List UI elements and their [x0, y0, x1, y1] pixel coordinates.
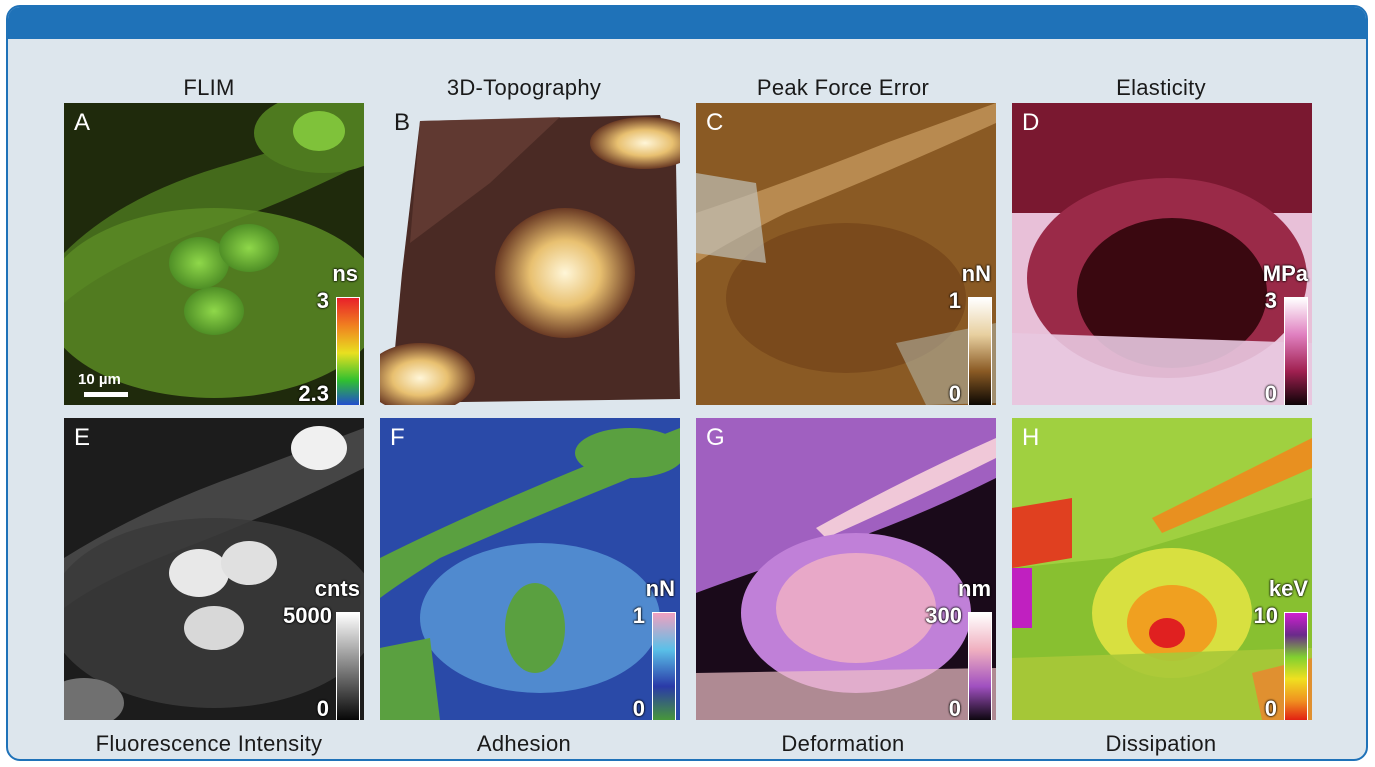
title-deformation: Deformation — [781, 731, 905, 756]
colorbar-unit-a: ns — [332, 261, 358, 286]
colorbar-min-e: 0 — [316, 696, 329, 720]
title-peak-force-error: Peak Force Error — [756, 75, 930, 100]
panel-e-fluorescence: E cnts 5000 0 — [64, 418, 364, 720]
panel-letter-d: D — [1022, 109, 1040, 136]
panel-h-dissipation: H keV 10 0 — [1012, 418, 1312, 720]
panel-letter-f: F — [390, 424, 405, 451]
colorbar-a — [336, 297, 360, 405]
title-3d-topography: 3D-Topography — [446, 75, 602, 100]
colorbar-f — [652, 612, 676, 720]
scale-bar — [84, 392, 128, 397]
colorbar-unit-g: nm — [958, 576, 991, 601]
title-elasticity: Elasticity — [1116, 75, 1206, 100]
panel-d-elasticity: D MPa 3 0 — [1012, 103, 1312, 405]
panel-letter-e: E — [74, 424, 91, 451]
panel-letter-g: G — [706, 424, 725, 451]
panel-f-adhesion: F nN 1 0 — [380, 418, 680, 720]
panel-b-topography: B — [380, 103, 680, 405]
panel-letter-c: C — [706, 109, 724, 136]
title-dissipation: Dissipation — [1105, 731, 1217, 756]
colorbar-e — [336, 612, 360, 720]
colorbar-max-e: 5000 — [283, 603, 332, 628]
figure-frame: FLIM 3D-Topography Peak Force Error Elas… — [6, 5, 1368, 761]
colorbar-g — [968, 612, 992, 720]
panel-c-peak-force-error: C nN 1 0 — [696, 103, 996, 405]
colorbar-max-g: 300 — [925, 603, 962, 628]
colorbar-min-g: 0 — [948, 696, 961, 720]
colorbar-d — [1284, 297, 1308, 405]
panel-g-deformation: G nm 300 0 — [696, 418, 996, 720]
colorbar-h — [1284, 612, 1308, 720]
colorbar-unit-e: cnts — [314, 576, 360, 601]
colorbar-min-c: 0 — [948, 381, 961, 405]
panel-letter-h: H — [1022, 424, 1040, 451]
title-adhesion: Adhesion — [476, 731, 572, 756]
colorbar-max-c: 1 — [948, 288, 961, 313]
colorbar-max-f: 1 — [632, 603, 645, 628]
header-bar — [8, 7, 1366, 39]
title-fluorescence-intensity: Fluorescence Intensity — [95, 731, 323, 756]
colorbar-min-h: 0 — [1264, 696, 1277, 720]
colorbar-min-d: 0 — [1264, 381, 1277, 405]
colorbar-max-d: 3 — [1264, 288, 1277, 313]
colorbar-min-f: 0 — [632, 696, 645, 720]
colorbar-unit-c: nN — [961, 261, 991, 286]
panel-a-flim: A ns 3 2.3 10 µm — [64, 103, 364, 405]
colorbar-unit-h: keV — [1268, 576, 1308, 601]
colorbar-unit-f: nN — [645, 576, 675, 601]
scale-bar-label: 10 µm — [78, 371, 121, 388]
colorbar-max-a: 3 — [316, 288, 329, 313]
colorbar-max-h: 10 — [1253, 603, 1278, 628]
title-flim: FLIM — [183, 75, 235, 100]
panel-letter-b: B — [394, 109, 411, 136]
colorbar-c — [968, 297, 992, 405]
colorbar-min-a: 2.3 — [298, 381, 329, 405]
colorbar-unit-d: MPa — [1262, 261, 1308, 286]
panel-letter-a: A — [74, 109, 91, 136]
